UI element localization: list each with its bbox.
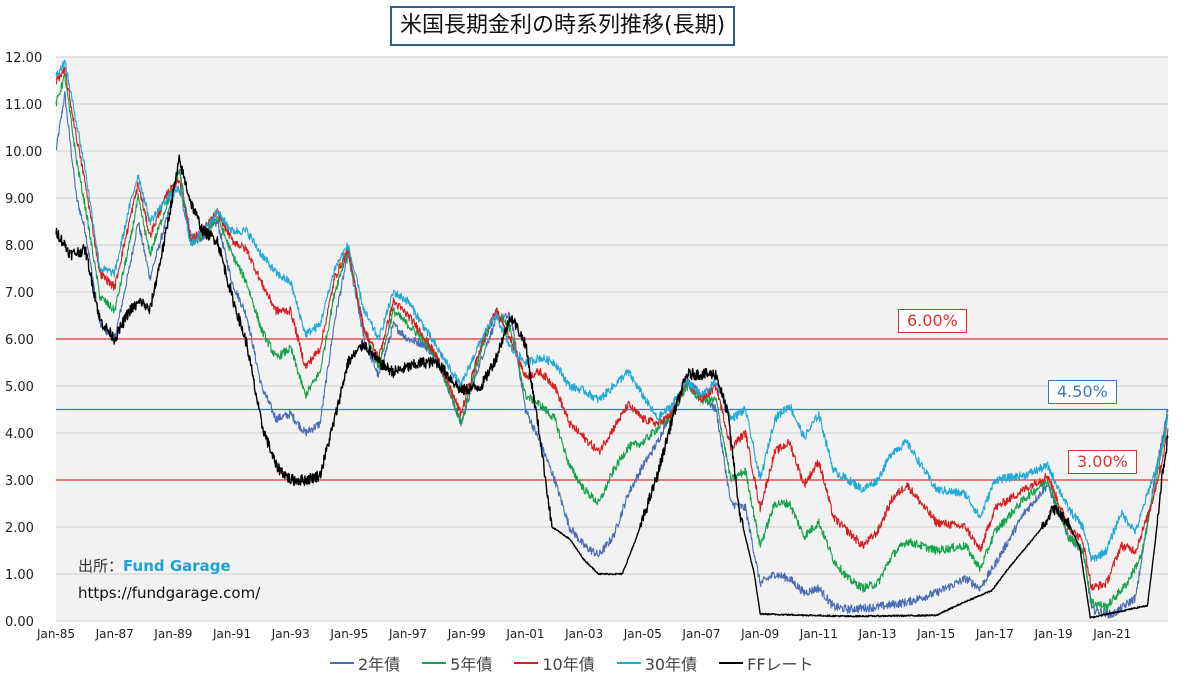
y-tick-label: 12.00 (5, 51, 42, 66)
series-line-0 (55, 90, 1169, 619)
reference-label: 4.50% (1048, 379, 1117, 404)
chart-title: 米国長期金利の時系列推移(長期) (390, 6, 736, 46)
y-tick-label: 9.00 (5, 192, 34, 207)
series-line-1 (55, 73, 1169, 611)
y-axis: 0.00 1.00 2.00 3.00 4.00 5.00 6.00 7.00 8.00 9.00… (5, 51, 42, 630)
y-tick-label: 4.00 (5, 427, 34, 442)
y-tick-label: 7.00 (5, 286, 34, 301)
legend: 2年債 5年債 10年債 30年債 FFレート (330, 652, 890, 674)
y-tick-label: 2.00 (5, 521, 34, 536)
x-tick-label: Jan-11 (799, 627, 838, 641)
y-tick-label: 1.00 (5, 568, 34, 583)
x-axis: Jan-85 Jan-87 Jan-89 Jan-91 Jan-93 Jan-95 Jan-… (36, 627, 1131, 641)
x-tick-label: Jan-95 (329, 627, 368, 641)
x-tick-label: Jan-03 (564, 627, 603, 641)
legend-label: 2年債 (358, 655, 401, 674)
source-line: 出所：Fund Garage (78, 555, 231, 576)
x-tick-label: Jan-01 (505, 627, 544, 641)
legend-item: 30年債 (616, 651, 698, 675)
legend-swatch (616, 662, 641, 664)
legend-item: 5年債 (422, 651, 492, 675)
reference-label: 3.00% (1068, 450, 1137, 474)
x-tick-label: Jan-21 (1092, 627, 1131, 641)
x-tick-label: Jan-99 (447, 627, 486, 641)
legend-swatch (514, 662, 539, 664)
reference-label: 6.00% (898, 309, 967, 333)
series-lines (55, 59, 1169, 619)
y-tick-label: 3.00 (5, 474, 34, 489)
legend-swatch (719, 662, 744, 664)
reference-lines (56, 338, 1168, 481)
legend-item: 10年債 (514, 651, 595, 675)
legend-label: 5年債 (450, 655, 493, 674)
legend-label: FFレート (747, 655, 814, 674)
series-line-3 (55, 59, 1169, 563)
x-tick-label: Jan-89 (153, 627, 192, 641)
x-tick-label: Jan-15 (916, 627, 955, 641)
x-tick-label: Jan-17 (975, 627, 1014, 641)
legend-swatch (330, 662, 354, 664)
y-tick-label: 0.00 (5, 615, 34, 630)
legend-label: 30年債 (644, 655, 698, 674)
x-tick-label: Jan-85 (36, 627, 75, 641)
source-brand: Fund Garage (123, 557, 231, 575)
y-tick-label: 5.00 (5, 380, 34, 395)
y-tick-label: 11.00 (5, 98, 42, 113)
legend-swatch (422, 662, 447, 664)
legend-label: 10年債 (542, 655, 595, 674)
x-tick-label: Jan-09 (740, 627, 779, 641)
y-tick-label: 10.00 (5, 145, 42, 160)
series-line-2 (55, 66, 1169, 591)
x-tick-label: Jan-07 (681, 627, 720, 641)
x-tick-label: Jan-05 (623, 627, 662, 641)
x-tick-label: Jan-19 (1034, 627, 1073, 641)
y-tick-label: 8.00 (5, 239, 34, 254)
x-tick-label: Jan-91 (212, 627, 251, 641)
series-line-4 (55, 154, 1169, 619)
legend-item: 2年債 (330, 651, 400, 675)
legend-item: FFレート (719, 651, 814, 675)
x-tick-label: Jan-93 (271, 627, 310, 641)
y-tick-label: 6.00 (5, 333, 34, 348)
x-tick-label: Jan-87 (95, 627, 134, 641)
x-tick-label: Jan-13 (857, 627, 896, 641)
x-tick-label: Jan-97 (388, 627, 427, 641)
source-url[interactable]: https://fundgarage.com/ (78, 584, 261, 602)
source-label: 出所： (78, 557, 124, 575)
